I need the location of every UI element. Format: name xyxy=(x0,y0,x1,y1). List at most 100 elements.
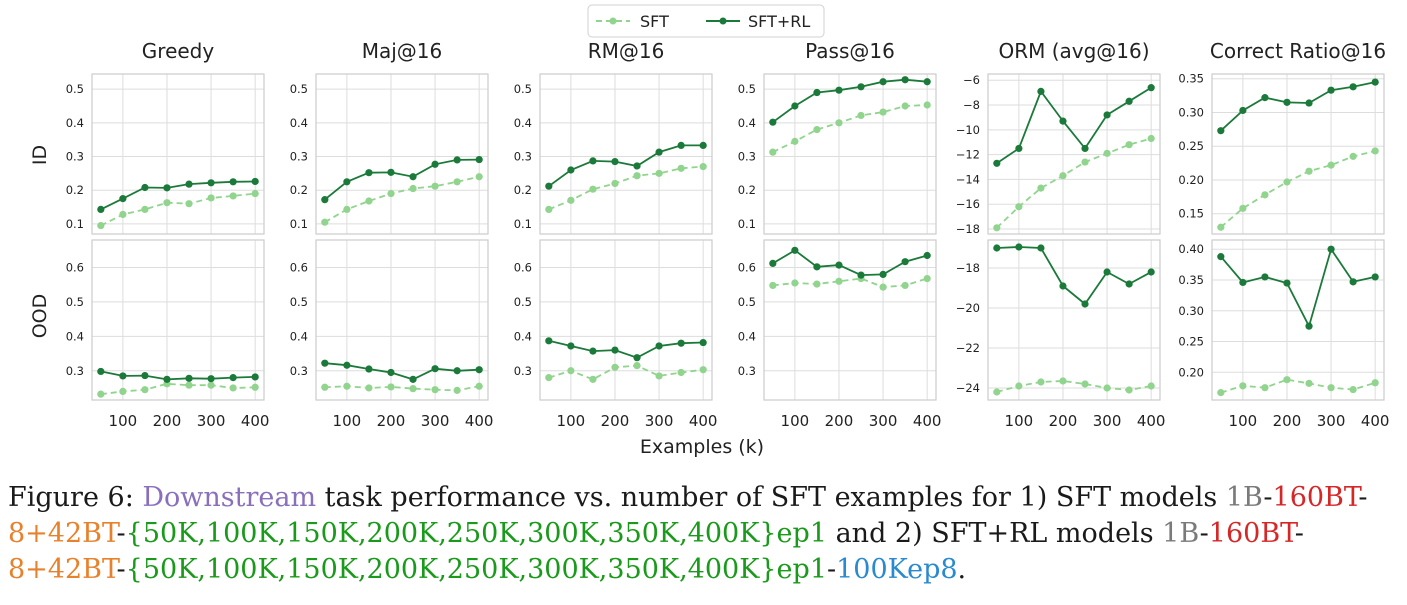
data-point-sftrl xyxy=(1015,144,1023,153)
data-point-sft xyxy=(321,218,329,226)
y-tick-label: 0.5 xyxy=(66,295,84,309)
data-point-sftrl xyxy=(97,367,105,376)
panel-title: ORM (avg@16) xyxy=(998,39,1149,63)
data-point-sftrl xyxy=(185,180,193,188)
y-tick-label: 0.2 xyxy=(66,183,84,197)
data-point-sftrl xyxy=(1283,279,1291,287)
data-point-sft xyxy=(633,172,641,180)
caption-part: 1B xyxy=(1162,517,1200,549)
data-point-sft xyxy=(229,384,237,392)
data-point-sftrl xyxy=(251,177,259,186)
data-point-sftrl xyxy=(655,342,663,350)
data-point-sft xyxy=(857,111,865,120)
axes-frame xyxy=(1211,239,1385,401)
data-point-sft xyxy=(163,199,171,207)
y-tick-label: 0.4 xyxy=(738,116,756,130)
data-point-sft xyxy=(1125,386,1133,394)
y-tick-label: 0.3 xyxy=(738,150,756,164)
y-tick-label: 0.4 xyxy=(290,116,308,130)
series-line-sft xyxy=(772,277,928,289)
data-point-sft xyxy=(611,179,619,188)
data-point-sft xyxy=(387,189,395,198)
y-tick-label: 0.3 xyxy=(738,364,756,378)
y-tick-label: −18 xyxy=(956,222,980,236)
data-point-sft xyxy=(633,361,641,370)
series-line-sftrl xyxy=(100,370,256,381)
y-tick-label: −6 xyxy=(963,73,980,87)
series-line-sft xyxy=(1220,150,1376,228)
x-tick-label: 300 xyxy=(1317,412,1346,430)
y-tick-label: 0.40 xyxy=(1178,242,1204,256)
y-tick-label: 0.2 xyxy=(514,183,532,197)
x-tick-label: 100 xyxy=(557,412,586,430)
y-tick-label: 0.15 xyxy=(1178,207,1204,221)
data-point-sftrl xyxy=(835,86,843,94)
data-point-sft xyxy=(769,281,777,290)
data-point-sft xyxy=(251,189,259,198)
data-point-sft xyxy=(699,366,707,374)
data-point-sftrl xyxy=(453,156,461,164)
y-tick-label: 0.1 xyxy=(514,217,532,231)
series-line-sftrl xyxy=(100,180,256,211)
y-tick-label: 0.4 xyxy=(738,329,756,343)
data-point-sft xyxy=(1103,384,1111,392)
data-point-sft xyxy=(923,101,931,109)
data-point-sft xyxy=(1327,161,1335,169)
data-point-sft xyxy=(141,386,149,394)
y-tick-label: 0.20 xyxy=(1178,173,1204,187)
chart-panel: 0.1 0.2 0.3 0.4 0.5 Pass@16 xyxy=(738,39,937,235)
y-tick-label: 0.5 xyxy=(514,82,532,96)
series-line-sft xyxy=(996,137,1152,229)
data-point-sft xyxy=(545,374,553,382)
data-point-sft xyxy=(343,382,351,390)
caption-part: - xyxy=(1263,482,1273,513)
axes-frame xyxy=(763,73,937,235)
data-point-sft xyxy=(409,385,417,393)
x-tick-label: 300 xyxy=(421,412,450,430)
chart-panel: 0.3 0.4 0.5 0.6 100 200 300 400 xyxy=(290,239,493,430)
data-point-sftrl xyxy=(343,178,351,186)
data-point-sftrl xyxy=(185,374,193,382)
data-point-sft xyxy=(901,102,909,110)
y-tick-label: 0.5 xyxy=(738,295,756,309)
data-point-sftrl xyxy=(633,162,641,170)
data-point-sftrl xyxy=(1305,322,1313,330)
data-point-sft xyxy=(1371,379,1379,387)
series-line-sft xyxy=(324,175,480,223)
data-point-sft xyxy=(879,283,887,291)
x-tick-label: 100 xyxy=(781,412,810,430)
data-point-sftrl xyxy=(769,118,777,126)
data-point-sftrl xyxy=(633,354,641,362)
data-point-sftrl xyxy=(1147,268,1155,276)
x-tick-label: 200 xyxy=(377,412,406,430)
y-tick-label: 0.20 xyxy=(1178,365,1204,379)
x-tick-label: 200 xyxy=(153,412,182,430)
data-point-sftrl xyxy=(207,179,215,187)
data-point-sftrl xyxy=(1081,144,1089,153)
data-point-sftrl xyxy=(993,244,1001,252)
series-line-sft xyxy=(996,380,1152,393)
y-tick-label: 0.6 xyxy=(66,261,84,275)
data-point-sft xyxy=(1371,147,1379,155)
data-point-sftrl xyxy=(567,342,575,350)
data-point-sftrl xyxy=(1327,86,1335,94)
y-tick-label: 0.4 xyxy=(514,329,532,343)
y-tick-label: 0.2 xyxy=(738,183,756,197)
data-point-sft xyxy=(993,224,1001,232)
row-label-ood: OOD xyxy=(29,294,51,339)
data-point-sftrl xyxy=(119,195,127,203)
data-point-sftrl xyxy=(321,359,329,367)
data-point-sftrl xyxy=(923,251,931,260)
data-point-sftrl xyxy=(1371,78,1379,86)
data-point-sft xyxy=(1059,377,1067,385)
x-tick-label: 200 xyxy=(1049,412,1078,430)
legend-sft-label: SFT xyxy=(640,12,669,31)
y-tick-label: −10 xyxy=(956,123,980,137)
chart-panel: 0.3 0.4 0.5 0.6 100 200 300 400 xyxy=(66,239,269,430)
data-point-sftrl xyxy=(1103,111,1111,119)
data-point-sft xyxy=(589,375,597,383)
x-tick-label: 200 xyxy=(825,412,854,430)
y-tick-label: −20 xyxy=(956,301,980,315)
data-point-sftrl xyxy=(1261,94,1269,102)
series-line-sftrl xyxy=(324,158,480,201)
